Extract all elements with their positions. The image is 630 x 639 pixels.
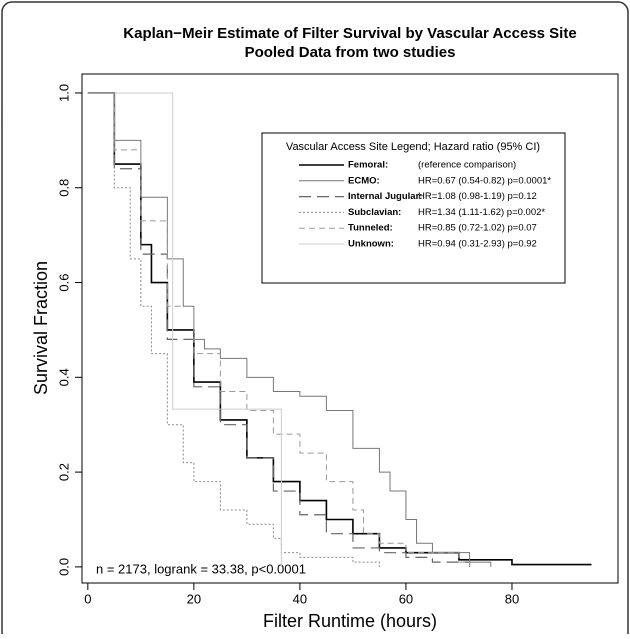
legend-label: Femoral:: [348, 160, 388, 171]
legend-title: Vascular Access Site Legend; Hazard rati…: [286, 141, 540, 153]
legend-label: Subclavian:: [348, 207, 401, 218]
y-tick-label: 0.8: [56, 179, 71, 197]
survival-curve: [87, 92, 471, 567]
legend-hr: HR=0.94 (0.31-2.93) p=0.92: [418, 239, 537, 250]
y-tick-label: 0.2: [56, 463, 71, 481]
chart-title: Kaplan−Meir Estimate of Filter Survival …: [123, 25, 576, 42]
x-tick-label: 0: [84, 591, 91, 606]
chart-subtitle: Pooled Data from two studies: [245, 44, 456, 61]
legend-box: [261, 132, 566, 284]
legend-hr: HR=0.67 (0.54-0.82) p=0.0001*: [418, 175, 551, 186]
y-tick-label: 1.0: [56, 84, 71, 102]
survival-curve: [87, 92, 380, 567]
legend-label: Tunneled:: [348, 223, 393, 234]
legend-label: Internal Jugular:: [348, 191, 422, 202]
legend-hr: HR=1.08 (0.98-1.19) p=0.12: [418, 191, 537, 202]
legend-label: Unknown:: [348, 239, 394, 250]
y-tick-label: 0.4: [56, 368, 71, 386]
legend-hr: (reference comparison): [418, 160, 516, 171]
legend-hr: HR=0.85 (0.72-1.02) p=0.07: [418, 223, 537, 234]
x-tick-label: 80: [505, 591, 519, 606]
annotation: n = 2173, logrank = 33.38, p<0.0001: [96, 561, 306, 576]
y-tick-label: 0.6: [56, 273, 71, 291]
legend-label: ECMO:: [348, 175, 380, 186]
y-axis-title: Survival Fraction: [31, 261, 51, 395]
y-tick-label: 0.0: [56, 558, 71, 576]
x-tick-label: 20: [187, 591, 201, 606]
survival-curve: [87, 92, 471, 567]
x-axis-title: Filter Runtime (hours): [263, 611, 437, 631]
legend-hr: HR=1.34 (1.11-1.62) p=0.002*: [418, 207, 545, 218]
x-tick-label: 60: [399, 591, 413, 606]
x-tick-label: 40: [293, 591, 307, 606]
survival-curve: [87, 92, 282, 567]
